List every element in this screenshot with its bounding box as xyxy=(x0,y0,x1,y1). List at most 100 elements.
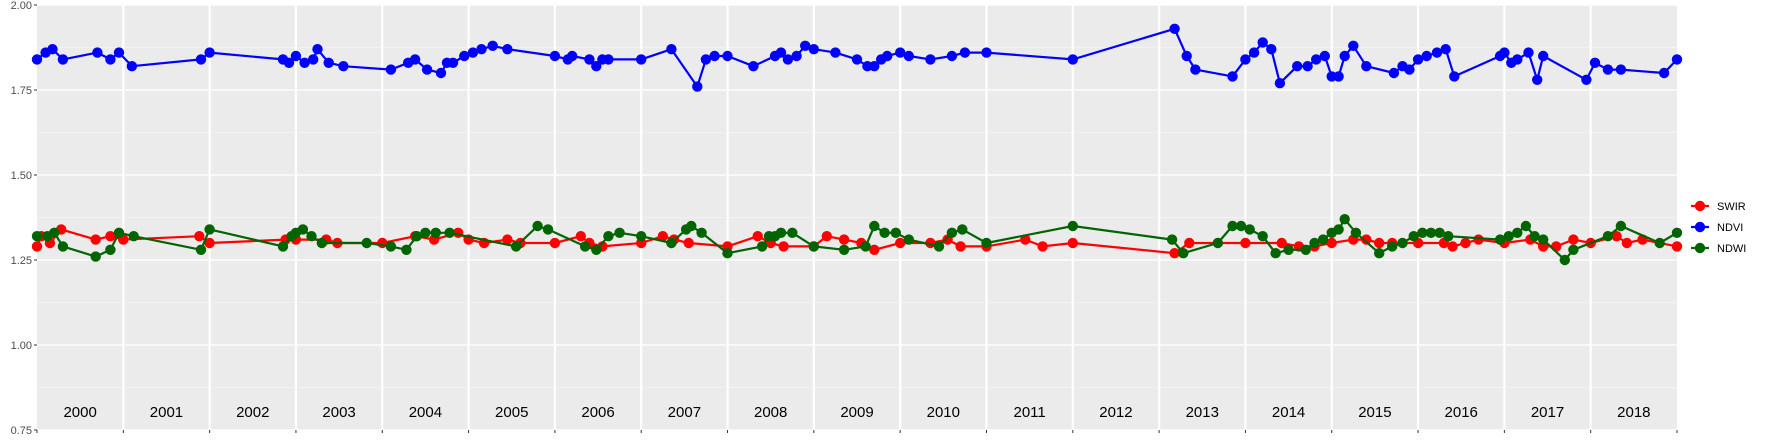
data-point xyxy=(1499,47,1510,58)
data-point xyxy=(467,47,479,58)
data-point xyxy=(1404,64,1415,75)
data-point xyxy=(430,227,441,238)
y-tick-label: 0.75 xyxy=(11,425,32,437)
data-point xyxy=(748,60,759,72)
data-point xyxy=(890,227,901,238)
data-point xyxy=(31,241,43,252)
data-point xyxy=(981,237,992,249)
data-point xyxy=(1326,237,1337,249)
data-point xyxy=(946,227,958,238)
year-label: 2010 xyxy=(927,404,960,421)
data-point xyxy=(1568,244,1579,255)
data-point xyxy=(1333,71,1344,82)
data-point xyxy=(959,47,971,58)
data-point xyxy=(113,47,125,58)
data-point xyxy=(1300,244,1312,255)
data-point xyxy=(1532,74,1543,86)
data-point xyxy=(1602,64,1614,75)
data-point xyxy=(869,220,880,232)
data-point xyxy=(1020,234,1031,245)
year-label: 2013 xyxy=(1186,404,1219,421)
data-point xyxy=(1037,241,1048,252)
data-point xyxy=(957,224,968,235)
data-point xyxy=(1257,37,1268,48)
data-point xyxy=(204,224,215,235)
data-point xyxy=(1212,237,1224,249)
data-point xyxy=(1067,237,1079,249)
legend-key-marker xyxy=(1694,200,1706,212)
data-point xyxy=(1339,214,1350,225)
data-point xyxy=(31,231,43,242)
data-point xyxy=(195,244,207,255)
year-label: 2001 xyxy=(150,404,183,421)
data-point xyxy=(277,241,289,252)
data-point xyxy=(105,54,116,65)
year-label: 2002 xyxy=(236,404,269,421)
year-label: 2014 xyxy=(1272,404,1305,421)
data-point xyxy=(933,241,945,252)
year-label: 2006 xyxy=(581,404,614,421)
data-point xyxy=(1266,44,1277,55)
data-point xyxy=(57,54,69,65)
data-point xyxy=(903,50,914,62)
data-point xyxy=(709,50,720,62)
data-point xyxy=(1276,237,1287,249)
data-point xyxy=(752,231,763,242)
data-point xyxy=(567,50,578,62)
data-point xyxy=(105,244,116,255)
data-point xyxy=(549,50,561,62)
data-point xyxy=(361,237,372,249)
data-point xyxy=(603,231,614,242)
data-point xyxy=(838,244,850,255)
data-point xyxy=(575,231,586,242)
data-point xyxy=(591,244,602,255)
data-point xyxy=(1602,231,1614,242)
data-point xyxy=(860,241,871,252)
data-point xyxy=(666,44,677,55)
data-point xyxy=(1421,50,1432,62)
data-point xyxy=(791,50,802,62)
data-point xyxy=(1388,67,1400,79)
data-point xyxy=(683,237,694,249)
data-point xyxy=(851,54,863,65)
data-point xyxy=(1431,47,1443,58)
data-point xyxy=(1235,220,1247,232)
data-point xyxy=(925,54,936,65)
data-point xyxy=(385,64,397,75)
data-point xyxy=(420,227,431,238)
year-label: 2018 xyxy=(1617,404,1650,421)
data-point xyxy=(1169,23,1180,34)
data-point xyxy=(1302,60,1313,72)
data-point xyxy=(1559,254,1571,266)
year-label: 2011 xyxy=(1013,404,1045,421)
data-point xyxy=(411,231,422,242)
data-point xyxy=(1248,47,1260,58)
data-point xyxy=(1589,57,1601,68)
data-point xyxy=(787,227,798,238)
data-point xyxy=(126,60,138,72)
data-point xyxy=(1417,227,1428,238)
data-point xyxy=(1240,237,1251,249)
data-point xyxy=(113,227,125,238)
data-point xyxy=(549,237,561,249)
data-point xyxy=(808,44,819,55)
series-ndwi xyxy=(31,214,1683,266)
data-point xyxy=(1244,224,1255,235)
data-point xyxy=(1274,78,1286,89)
data-point xyxy=(1178,248,1189,259)
data-point xyxy=(1361,60,1372,72)
data-point xyxy=(603,54,614,65)
series-layer xyxy=(31,23,1683,266)
legend-label: NDVI xyxy=(1717,222,1743,234)
data-point xyxy=(775,227,787,238)
data-point xyxy=(459,50,470,62)
data-point xyxy=(584,54,595,65)
data-point xyxy=(1227,71,1238,82)
data-point xyxy=(1581,74,1592,86)
data-point xyxy=(1397,237,1408,249)
data-point xyxy=(778,241,789,252)
data-point xyxy=(385,241,397,252)
year-label: 2015 xyxy=(1358,404,1391,421)
data-point xyxy=(1503,231,1514,242)
data-point xyxy=(1520,220,1532,232)
